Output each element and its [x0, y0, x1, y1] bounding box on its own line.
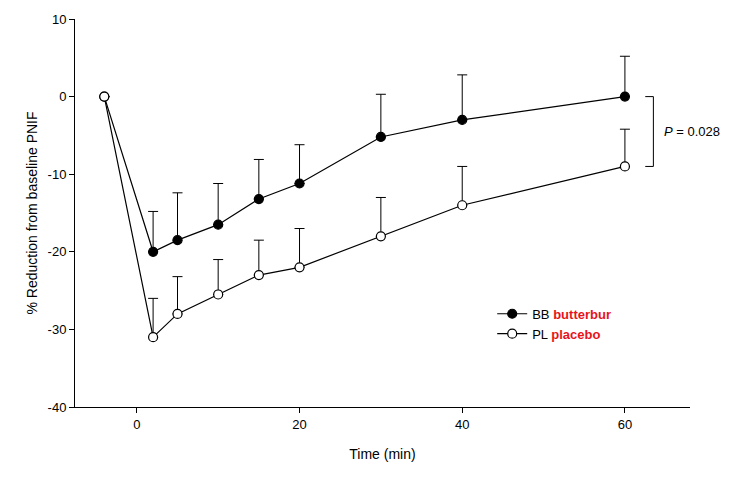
svg-text:% Reduction from baseline PNIF: % Reduction from baseline PNIF [24, 111, 40, 314]
svg-text:BB butterbur: BB butterbur [532, 307, 611, 322]
svg-text:10: 10 [52, 12, 66, 27]
svg-text:-40: -40 [48, 400, 67, 415]
svg-text:60: 60 [618, 417, 632, 432]
svg-text:20: 20 [292, 417, 306, 432]
svg-text:PL placebo: PL placebo [532, 327, 600, 342]
svg-text:-20: -20 [48, 244, 67, 259]
svg-text:0: 0 [133, 417, 140, 432]
svg-text:P = 0.028: P = 0.028 [664, 124, 720, 139]
svg-text:Time (min): Time (min) [349, 446, 415, 462]
svg-text:0: 0 [59, 89, 66, 104]
svg-text:40: 40 [455, 417, 469, 432]
svg-text:-30: -30 [48, 322, 67, 337]
svg-text:-10: -10 [48, 167, 67, 182]
